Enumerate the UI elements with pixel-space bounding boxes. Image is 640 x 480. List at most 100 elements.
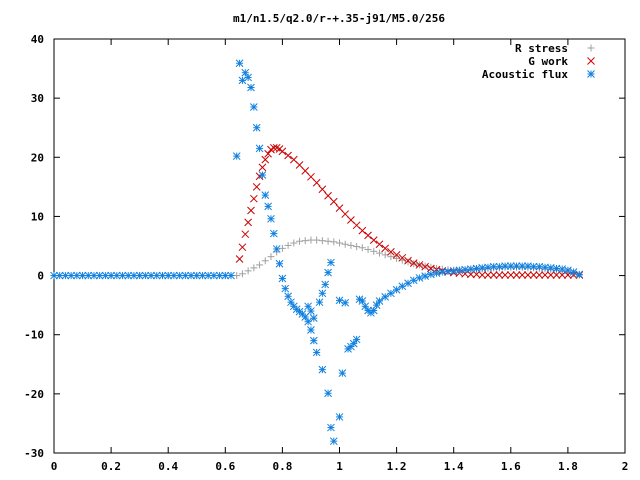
data-point [267, 214, 275, 223]
data-point [381, 293, 390, 301]
data-point [364, 231, 372, 240]
data-point [558, 271, 567, 279]
data-point [353, 243, 361, 251]
data-point [506, 271, 515, 279]
data-point [370, 247, 378, 255]
data-point [546, 264, 555, 272]
data-point [375, 240, 384, 249]
x-tick-label: 1.8 [558, 460, 578, 473]
data-point [409, 259, 418, 268]
data-point [315, 298, 324, 307]
data-point [247, 83, 255, 92]
data-point [269, 229, 278, 238]
data-point [415, 274, 424, 282]
data-point [484, 271, 492, 279]
data-point [575, 270, 584, 279]
legend-label: Acoustic flux [482, 68, 568, 81]
data-point [238, 270, 246, 278]
legend-item-acoustic-flux: Acoustic flux [482, 68, 595, 81]
data-point [95, 271, 104, 280]
data-point [261, 191, 270, 199]
series-g-work [235, 143, 584, 279]
data-point [427, 263, 435, 271]
data-point [301, 237, 309, 245]
data-point [318, 365, 327, 374]
data-point [489, 271, 498, 279]
data-point [187, 271, 195, 280]
chart-title: m1/n1.5/q2.0/r-+.35-j91/M5.0/256 [233, 12, 445, 25]
data-point [372, 301, 381, 309]
data-point [484, 263, 492, 272]
data-point [564, 266, 572, 275]
data-point [296, 237, 304, 245]
x-tick-label: 0.2 [101, 460, 121, 473]
data-point [258, 163, 267, 172]
data-point [235, 59, 244, 68]
data-point [244, 267, 252, 275]
legend-marker [587, 44, 595, 52]
data-point [309, 314, 318, 323]
data-point [387, 253, 395, 261]
x-tick-label: 0.6 [215, 460, 235, 473]
data-point [512, 262, 521, 270]
data-point [381, 244, 390, 253]
data-point [255, 144, 264, 153]
data-point [341, 240, 349, 248]
data-point [347, 241, 355, 249]
data-point [244, 218, 252, 227]
data-point [261, 257, 269, 265]
data-point [398, 282, 407, 291]
data-point [215, 271, 224, 280]
data-point [247, 206, 255, 215]
data-point [312, 178, 321, 187]
data-point [312, 348, 321, 357]
data-point [309, 336, 318, 345]
data-point [164, 271, 173, 280]
x-tick-label: 0 [51, 460, 58, 473]
data-point [375, 297, 384, 305]
data-point [421, 272, 430, 281]
data-point [249, 103, 258, 111]
data-point [284, 292, 292, 301]
data-point [518, 271, 527, 279]
data-point [369, 236, 378, 244]
data-point [415, 261, 424, 269]
legend-marker [587, 70, 595, 78]
x-tick-label: 1 [336, 460, 343, 473]
data-point [335, 413, 344, 421]
data-point [478, 271, 487, 279]
x-tick-label: 1.4 [444, 460, 464, 473]
data-point [352, 335, 361, 344]
data-point [358, 226, 367, 235]
data-point [364, 246, 372, 254]
data-point [336, 239, 343, 247]
data-point [375, 249, 383, 257]
data-point [349, 339, 358, 348]
data-point [210, 271, 218, 280]
data-point [529, 262, 538, 271]
data-point [241, 230, 250, 239]
data-point [252, 123, 261, 132]
data-point [232, 152, 241, 160]
x-tick-label: 2 [622, 460, 629, 473]
data-point [278, 147, 287, 156]
data-point [541, 271, 549, 279]
data-point [404, 256, 412, 265]
data-point [495, 271, 504, 279]
data-point [258, 171, 267, 179]
data-point [327, 423, 335, 432]
data-point [341, 298, 350, 307]
data-point [287, 298, 295, 307]
legend-label: G work [528, 55, 568, 68]
data-point [307, 307, 315, 315]
y-tick-label: 40 [31, 33, 44, 46]
x-tick-label: 0.8 [272, 460, 292, 473]
data-point [387, 248, 395, 256]
legend-item-r-stress: R stress [515, 42, 595, 55]
data-point [101, 271, 110, 280]
data-point [252, 183, 261, 191]
data-point [55, 271, 64, 280]
data-point [327, 258, 335, 267]
data-point [524, 271, 532, 279]
data-point [275, 259, 284, 268]
